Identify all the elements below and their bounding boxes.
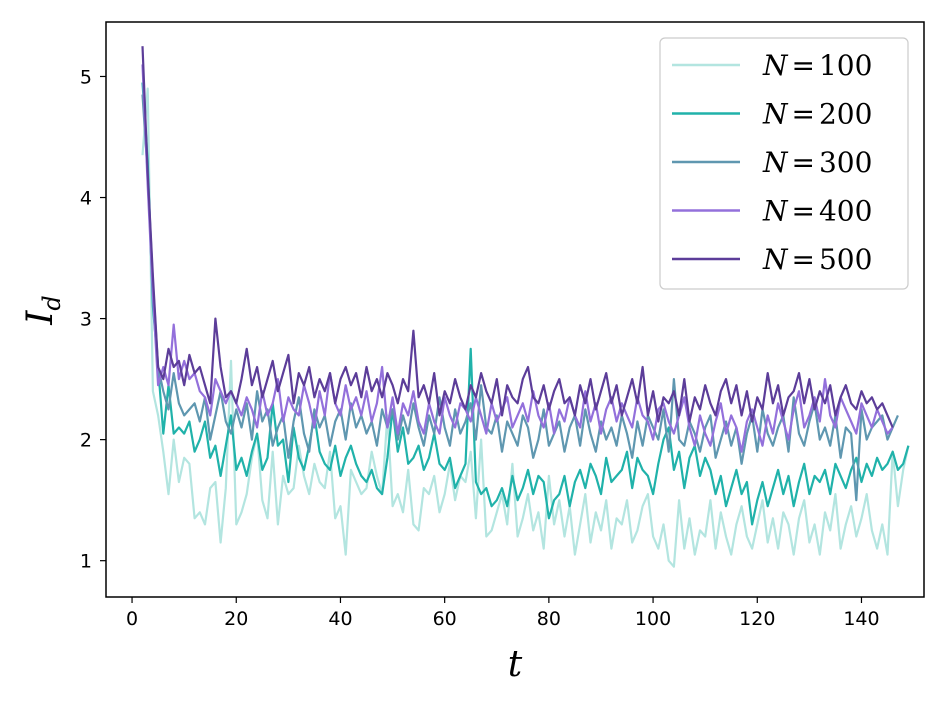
legend-var: N bbox=[762, 146, 789, 179]
x-tick-label: 20 bbox=[224, 608, 248, 630]
series-line-400 bbox=[141, 64, 894, 453]
y-tick-label: 3 bbox=[80, 309, 92, 331]
legend-value: 300 bbox=[819, 146, 872, 179]
series-line-100 bbox=[141, 87, 910, 568]
legend-box bbox=[659, 37, 909, 290]
x-axis: 0 20 40 60 80 100 120 140 bbox=[126, 597, 880, 630]
plot-frame bbox=[105, 21, 925, 598]
x-tick-label: 40 bbox=[328, 608, 352, 630]
legend-equals: = bbox=[792, 49, 815, 82]
x-tick-label: 0 bbox=[126, 608, 138, 630]
y-axis-label: Id bbox=[20, 295, 66, 326]
legend-var: N bbox=[762, 98, 789, 131]
x-tick-label: 100 bbox=[635, 608, 671, 630]
legend-label-100: N = 100 bbox=[762, 49, 872, 82]
y-tick-label: 1 bbox=[80, 551, 92, 573]
y-tick-label: 5 bbox=[80, 66, 92, 88]
legend-var: N bbox=[762, 49, 789, 82]
legend-label-400: N = 400 bbox=[762, 195, 872, 228]
series-line-500 bbox=[141, 46, 894, 428]
x-tick-label: 60 bbox=[433, 608, 457, 630]
legend-value: 100 bbox=[819, 49, 872, 82]
y-axis-label-sub: d bbox=[38, 295, 66, 310]
y-axis-label-main: I bbox=[20, 310, 61, 326]
legend-label-300: N = 300 bbox=[762, 146, 872, 179]
legend-value: 400 bbox=[819, 195, 872, 228]
legend-equals: = bbox=[792, 146, 815, 179]
legend-value: 200 bbox=[819, 98, 872, 131]
x-tick-label: 140 bbox=[843, 608, 879, 630]
y-tick-label: 2 bbox=[80, 430, 92, 452]
series-layer bbox=[141, 46, 910, 568]
legend-equals: = bbox=[792, 195, 815, 228]
legend-var: N bbox=[762, 195, 789, 228]
legend-label-200: N = 200 bbox=[762, 98, 872, 131]
x-tick-label: 80 bbox=[537, 608, 561, 630]
legend-equals: = bbox=[792, 98, 815, 131]
legend-label-500: N = 500 bbox=[762, 243, 872, 276]
legend-equals: = bbox=[792, 243, 815, 276]
x-axis-label: t bbox=[508, 644, 523, 685]
y-tick-label: 4 bbox=[80, 188, 92, 210]
legend-var: N bbox=[762, 243, 789, 276]
legend-value: 500 bbox=[819, 243, 872, 276]
y-axis: 1 2 3 4 5 bbox=[80, 66, 106, 573]
x-tick-label: 120 bbox=[739, 608, 775, 630]
